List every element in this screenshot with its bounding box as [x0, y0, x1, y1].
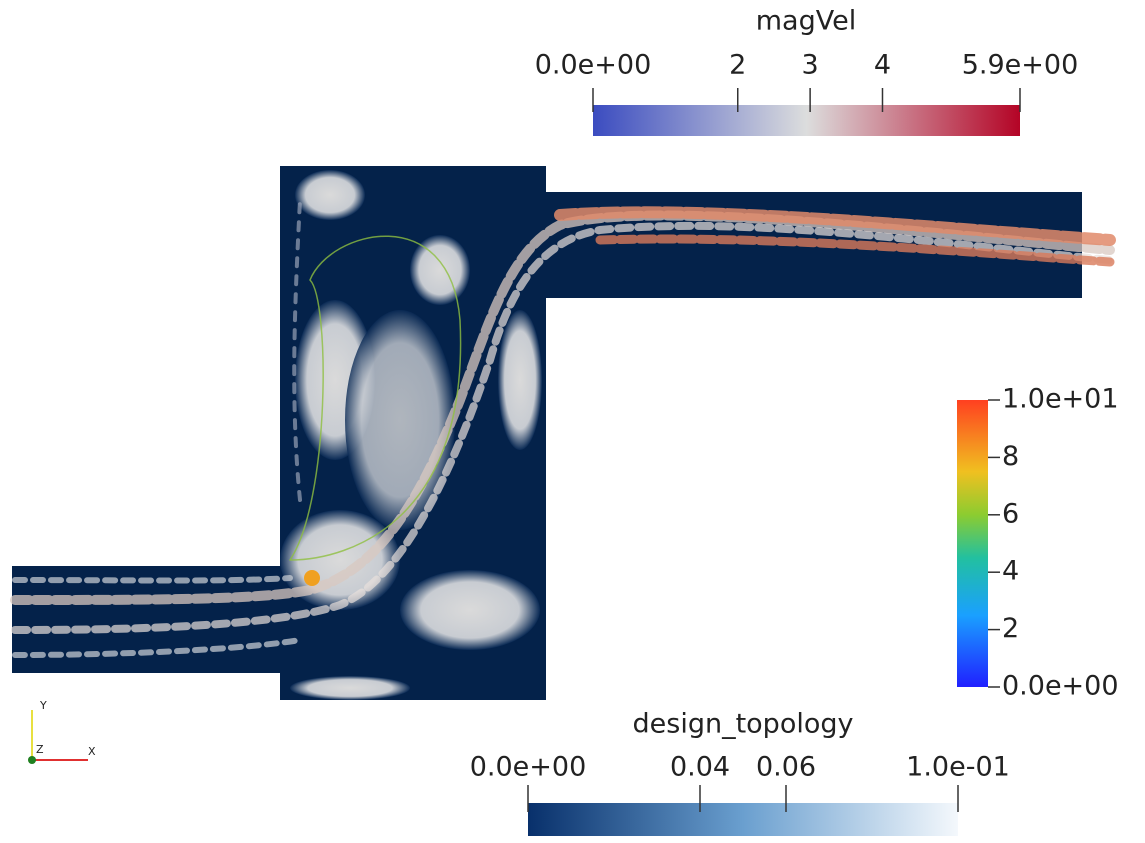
color-bar-title: design_topology: [633, 709, 854, 740]
void-region: [290, 676, 410, 700]
tick-label: 4: [1002, 556, 1019, 587]
tick-label: 1.0e+01: [1002, 384, 1119, 415]
tick-label: 2: [729, 50, 746, 81]
void-region: [410, 235, 470, 305]
color-bar: [528, 803, 958, 836]
void-region: [498, 310, 542, 450]
axis-label: X: [88, 745, 96, 758]
tick-label: 0.04: [670, 752, 730, 783]
tick-label: 0.0e+00: [1002, 671, 1119, 702]
viewport: Y Z X magVel design_topology 0.0e+00 2 3 4 5…: [0, 0, 1145, 843]
z-axis-dot: [28, 756, 36, 764]
void-region: [295, 170, 365, 220]
tick-label: 8: [1002, 441, 1019, 472]
tick-label: 6: [1002, 498, 1019, 529]
tick-label: 0.0e+00: [470, 752, 587, 783]
axes-triad: Y Z X: [28, 699, 96, 764]
tick-label: 2: [1002, 613, 1019, 644]
color-bar-title: magVel: [756, 6, 856, 37]
tick-label: 1.0e-01: [906, 752, 1010, 783]
tick-label: 0.06: [756, 752, 816, 783]
void-region: [345, 310, 455, 530]
tick-label: 3: [802, 50, 819, 81]
tick-label: 0.0e+00: [535, 50, 652, 81]
axis-label: Z: [36, 743, 44, 756]
axis-label: Y: [39, 699, 47, 712]
tick-label: 4: [874, 50, 891, 81]
void-region: [400, 570, 540, 650]
color-bar: [957, 400, 988, 687]
color-bar: [593, 105, 1020, 136]
tick-label: 5.9e+00: [962, 50, 1079, 81]
flow-domain: [12, 166, 1110, 700]
